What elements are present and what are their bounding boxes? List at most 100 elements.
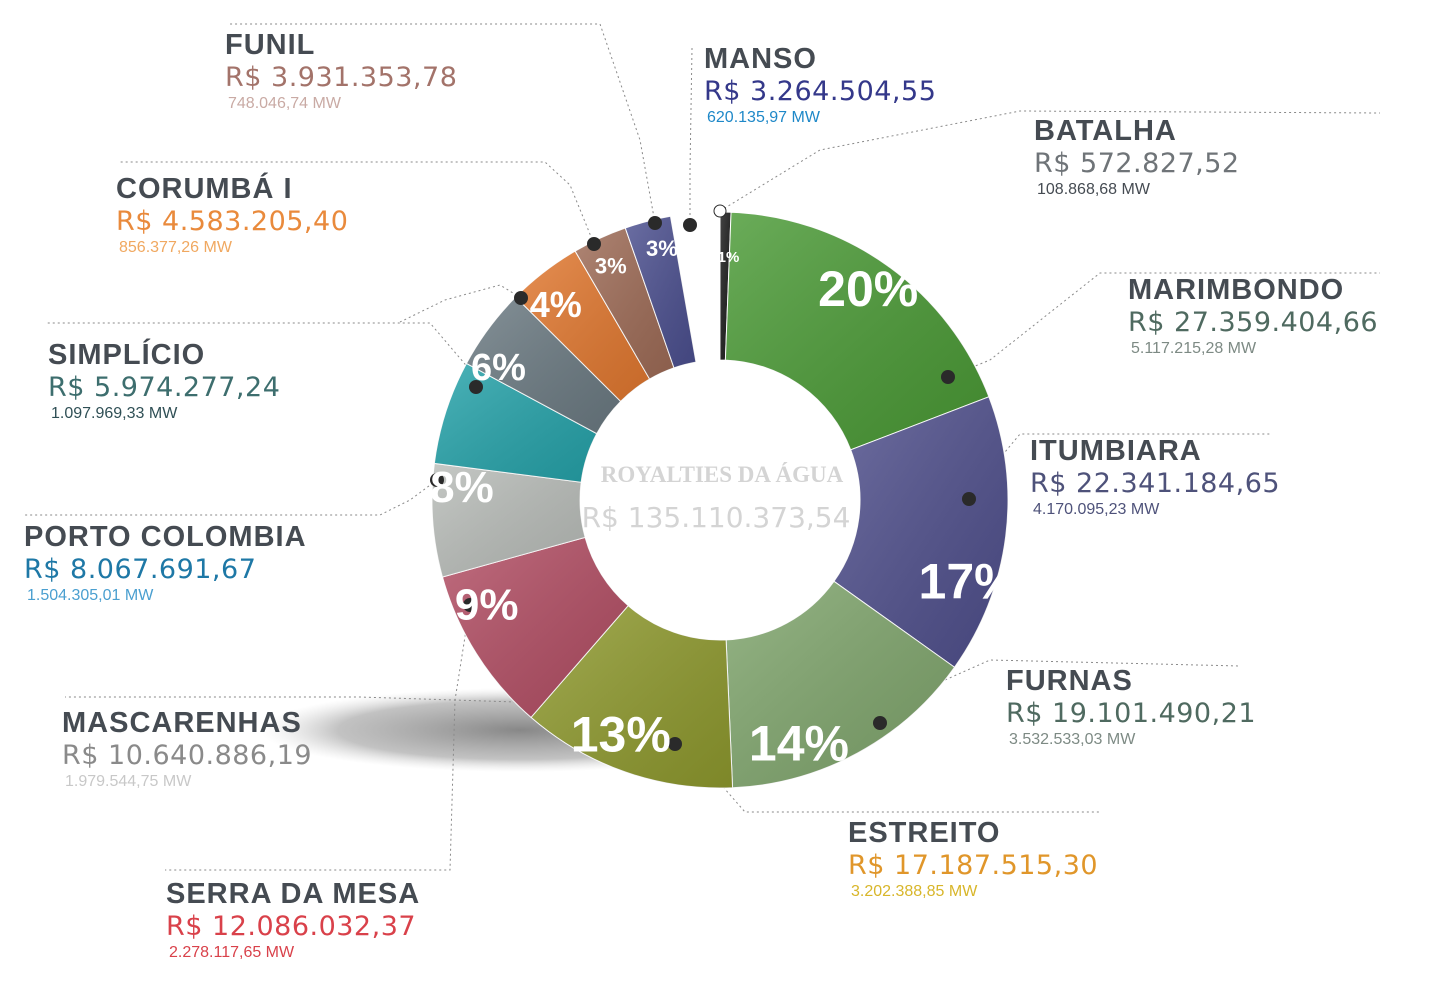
slice-sheen [575,228,674,380]
leader-line [118,161,595,245]
percent-label: 2% [690,239,715,258]
energy-mw: 5.117.215,28 MW [1131,340,1257,357]
leader-line [947,272,1380,378]
anchor-dot [587,237,601,251]
anchor-dot [941,370,955,384]
slice-label-itumbiara: ITUMBIARA R$ 22.341.184,65 4.170.095,23 MW [1030,434,1280,520]
anchor-dot [713,204,727,218]
plant-name: PORTO COLOMBIA [24,521,307,553]
slice-label-batalha: BATALHA R$ 572.827,52 108.868,68 MW [1034,114,1240,200]
percent-label: 6% [471,347,526,389]
anchor-dot [683,218,697,232]
percent-label: 20% [818,261,918,317]
percent-label: 8% [430,463,494,512]
plant-name: SERRA DA MESA [166,878,421,910]
energy-mw: 1.979.544,75 MW [65,773,192,790]
energy-mw: 4.170.095,23 MW [1033,501,1160,518]
slice-sheen [432,463,586,577]
slice-label-porto-colombia: PORTO COLOMBIA R$ 8.067.691,67 1.504.305,0… [24,520,307,606]
anchor-dot [463,598,477,612]
anchor-dot [430,473,444,487]
energy-mw: 856.377,26 MW [119,239,232,256]
energy-mw: 3.532.533,03 MW [1009,731,1136,748]
plant-name: MARIMBONDO [1128,274,1345,306]
slice-sheen [625,216,696,368]
slice-sheen [833,396,1008,668]
plant-name: ESTREITO [848,817,1001,849]
percent-label: 13% [571,706,671,762]
slice-label-estreito: ESTREITO R$ 17.187.515,30 3.202.388,85 MW [848,816,1098,902]
energy-mw: 748.046,74 MW [228,95,341,112]
leader-line [65,696,676,745]
anchor-dot [514,291,528,305]
slice-sheen [531,605,733,788]
energy-mw: 620.135,97 MW [707,109,820,126]
slice-label-furnas: FURNAS R$ 19.101.490,21 3.532.533,03 MW [1006,664,1256,750]
slice-label-marimbondo: MARIMBONDO R$ 27.359.404,66 5.117.215,28 M… [1128,273,1378,359]
percent-label: 4% [530,284,582,325]
percent-label: 9% [455,580,519,629]
anchor-dot [962,492,976,506]
slice-sheen [725,212,989,450]
percent-label: 1% [718,249,740,266]
slice-label-mascarenhas: MASCARENHAS R$ 10.640.886,19 1.979.544,75 … [62,706,312,792]
slice-label-corumb-i: CORUMBÁ I R$ 4.583.205,40 856.377,26 MW [116,172,348,258]
royalty-value: R$ 12.086.032,37 [166,911,417,942]
royalty-value: R$ 572.827,52 [1034,148,1240,179]
energy-mw: 108.868,68 MW [1037,181,1150,198]
plant-name: ITUMBIARA [1030,435,1202,467]
energy-mw: 1.097.969,33 MW [51,405,178,422]
leader-line [230,23,656,224]
plant-name: BATALHA [1034,115,1177,147]
plant-name: SIMPLÍCIO [48,339,206,371]
leader-line [689,47,693,225]
royalty-value: R$ 17.187.515,30 [848,850,1099,881]
royalty-value: R$ 27.359.404,66 [1128,307,1379,338]
anchor-dot [668,737,682,751]
pie-slices [431,211,1009,789]
plant-name: FURNAS [1006,665,1133,697]
slice-sheen [442,537,629,718]
anchor-dot [648,216,662,230]
anchor-dots [430,204,976,751]
slice-sheen [515,251,650,402]
leader-line [399,284,522,323]
anchor-dot [469,380,483,394]
royalty-value: R$ 5.974.277,24 [48,372,281,403]
royalty-value: R$ 4.583.205,40 [116,206,349,237]
royalty-value: R$ 3.931.353,78 [225,62,458,93]
slice-label-manso: MANSO R$ 3.264.504,55 620.135,97 MW [704,42,936,128]
plant-name: MASCARENHAS [62,707,302,739]
leader-line [25,479,438,516]
energy-mw: 3.202.388,85 MW [851,883,978,900]
slice-sheen [720,212,732,361]
percent-label: 3% [646,236,678,261]
percent-label: 17% [919,553,1019,609]
royalty-value: R$ 8.067.691,67 [24,554,257,585]
leader-line [165,604,471,871]
royalty-value: R$ 19.101.490,21 [1006,698,1257,729]
center-title: ROYALTIES DA ÁGUA [601,462,844,487]
percent-label: 14% [749,715,849,771]
slice-label-funil: FUNIL R$ 3.931.353,78 748.046,74 MW [225,28,457,114]
percent-label: 3% [595,254,627,279]
leader-line [719,110,1381,212]
royalty-value: R$ 3.264.504,55 [704,76,937,107]
slice-sheen [726,581,955,788]
royalty-value: R$ 22.341.184,65 [1030,468,1281,499]
energy-mw: 1.504.305,01 MW [27,587,154,604]
percent-labels: 1% 20% 17% 14% 13% 9% 8% 6%4% 3% 3% 2% [430,236,1018,772]
slice-sheen [466,297,621,434]
slice-label-serra-da-mesa: SERRA DA MESA R$ 12.086.032,37 2.278.117,6… [166,877,420,963]
royalty-value: R$ 10.640.886,19 [62,740,313,771]
plant-name: CORUMBÁ I [116,173,293,205]
plant-name: FUNIL [225,29,316,61]
anchor-dot [873,716,887,730]
center-total: R$ 135.110.373,54 [582,501,851,534]
leader-lines [25,23,1381,871]
energy-mw: 2.278.117,65 MW [169,944,295,961]
plant-name: MANSO [704,43,817,75]
donut-hole [580,360,860,640]
